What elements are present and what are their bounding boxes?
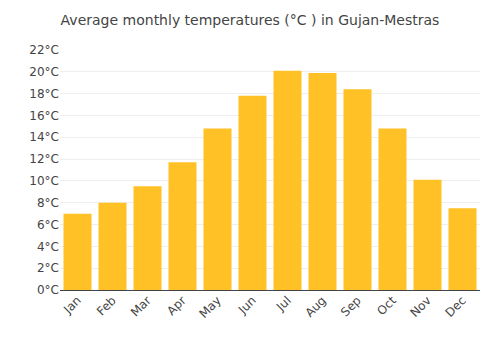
svg-text:Nov: Nov <box>407 293 433 319</box>
svg-text:6°C: 6°C <box>37 218 59 232</box>
svg-text:2°C: 2°C <box>37 261 59 275</box>
svg-text:14°C: 14°C <box>29 130 59 144</box>
svg-text:Average monthly temperatures (: Average monthly temperatures (°C ) in Gu… <box>61 12 440 28</box>
svg-text:Aug: Aug <box>302 293 328 319</box>
svg-text:Sep: Sep <box>338 293 364 319</box>
svg-text:0°C: 0°C <box>37 283 59 297</box>
svg-text:Dec: Dec <box>443 293 469 319</box>
svg-text:10°C: 10°C <box>29 174 59 188</box>
svg-text:20°C: 20°C <box>29 65 59 79</box>
svg-text:8°C: 8°C <box>37 196 59 210</box>
svg-text:Feb: Feb <box>94 293 119 318</box>
svg-text:12°C: 12°C <box>29 152 59 166</box>
svg-text:Mar: Mar <box>128 293 154 319</box>
svg-text:Jul: Jul <box>273 293 294 314</box>
svg-text:Jun: Jun <box>235 293 259 317</box>
svg-text:Apr: Apr <box>164 293 189 318</box>
svg-text:4°C: 4°C <box>37 240 59 254</box>
svg-text:Oct: Oct <box>374 293 399 318</box>
svg-text:Jan: Jan <box>60 293 84 317</box>
svg-text:May: May <box>196 293 223 320</box>
svg-text:22°C: 22°C <box>29 43 59 57</box>
svg-text:16°C: 16°C <box>29 109 59 123</box>
svg-text:18°C: 18°C <box>29 87 59 101</box>
